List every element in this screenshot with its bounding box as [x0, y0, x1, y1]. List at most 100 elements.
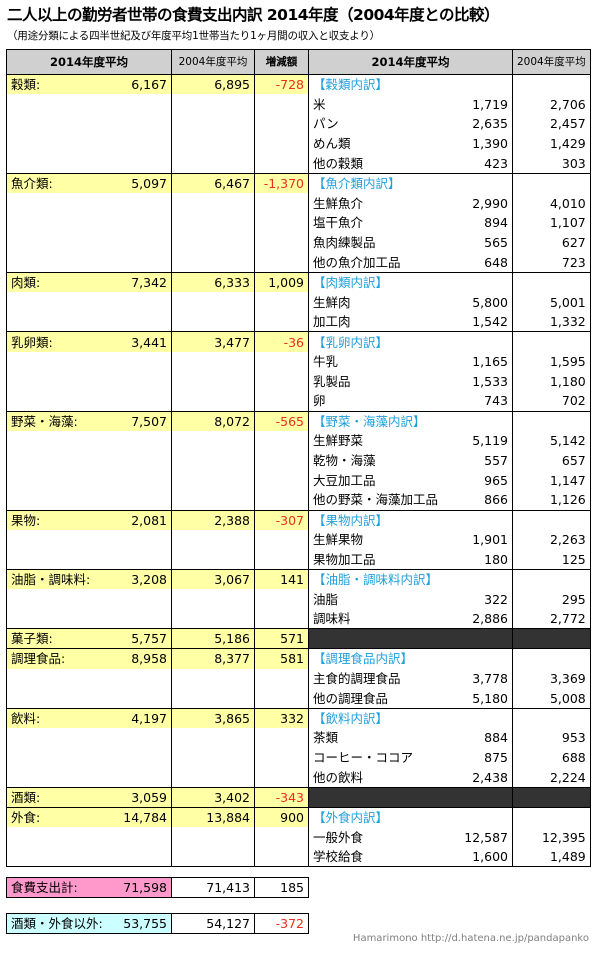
- empty-cell: [171, 351, 255, 372]
- empty-cell: [171, 470, 255, 491]
- table-row: 卵 743 702: [6, 391, 591, 412]
- excluding-table: 酒類・外食以外: 53,755 54,127 -372: [6, 913, 309, 934]
- empty-cell: [6, 252, 172, 273]
- table-row: 他の穀類 423 303: [6, 153, 591, 174]
- empty-cell: [6, 529, 172, 550]
- empty-cell: [512, 648, 591, 669]
- category-name: 油脂・調味料:: [11, 572, 91, 588]
- detail-item-cell: 大豆加工品 965: [308, 470, 513, 491]
- detail-item-2004: 303: [512, 153, 591, 174]
- detail-item-cell: 魚肉練製品 565: [308, 232, 513, 253]
- detail-item-name: 乾物・海藻: [313, 453, 376, 469]
- empty-cell: [6, 193, 172, 214]
- table-row: 乳製品 1,533 1,180: [6, 371, 591, 392]
- detail-item-2004: 5,008: [512, 688, 591, 709]
- category-cell: 果物: 2,081: [6, 509, 172, 530]
- table-row: 果物: 2,081 2,388 -307 【果物内訳】: [6, 509, 591, 530]
- empty-cell: [171, 391, 255, 412]
- detail-item-2014: 5,180: [472, 690, 508, 706]
- detail-item-cell: 他の飲料 2,438: [308, 767, 513, 788]
- detail-item-2014: 1,165: [472, 354, 508, 370]
- empty-cell: [6, 391, 172, 412]
- empty-cell: [6, 351, 172, 372]
- detail-item-cell: 牛乳 1,165: [308, 351, 513, 372]
- excluding-diff: -372: [254, 913, 309, 934]
- total-label: 食費支出計:: [11, 880, 78, 895]
- empty-cell: [6, 609, 172, 629]
- empty-cell: [254, 94, 309, 115]
- category-diff: -36: [254, 331, 309, 352]
- detail-item-2004: 5,142: [512, 430, 591, 451]
- detail-item-name: 他の飲料: [313, 769, 364, 785]
- empty-cell: [6, 312, 172, 332]
- table-row: 野菜・海藻: 7,507 8,072 -565 【野菜・海藻内訳】: [6, 410, 591, 431]
- empty-cell: [6, 133, 172, 154]
- table-row: 生鮮魚介 2,990 4,010: [6, 193, 591, 214]
- excluding-2004: 54,127: [171, 913, 255, 934]
- page-title: 二人以上の勤労者世帯の食費支出内訳 2014年度（2004年度との比較）: [7, 6, 500, 24]
- detail-item-2014: 1,719: [472, 96, 508, 112]
- detail-item-2004: 702: [512, 391, 591, 412]
- detail-item-cell: 米 1,719: [308, 94, 513, 115]
- empty-cell: [512, 509, 591, 530]
- empty-cell: [254, 114, 309, 134]
- detail-title: 【油脂・調味料内訳】: [308, 568, 513, 590]
- detail-item-name: 茶類: [313, 730, 339, 746]
- empty-cell: [254, 609, 309, 629]
- empty-cell: [254, 490, 309, 511]
- detail-item-name: 油脂: [313, 591, 339, 607]
- table-row: 油脂・調味料: 3,208 3,067 141 【油脂・調味料内訳】: [6, 568, 591, 590]
- detail-item-2004: 295: [512, 589, 591, 610]
- empty-cell: [6, 747, 172, 768]
- empty-cell: [254, 747, 309, 768]
- empty-cell: [6, 549, 172, 570]
- detail-item-2004: 1,489: [512, 846, 591, 868]
- category-cell: 油脂・調味料: 3,208: [6, 568, 172, 590]
- empty-cell: [6, 114, 172, 134]
- category-cell: 酒類: 3,059: [6, 786, 172, 808]
- detail-item-cell: 他の魚介加工品 648: [308, 252, 513, 273]
- detail-item-2014: 2,635: [472, 116, 508, 132]
- empty-cell: [254, 371, 309, 392]
- empty-cell: [6, 450, 172, 471]
- detail-item-2004: 1,180: [512, 371, 591, 392]
- detail-title: 【魚介類内訳】: [308, 172, 513, 194]
- detail-item-cell: 乳製品 1,533: [308, 371, 513, 392]
- detail-item-2014: 894: [484, 215, 508, 231]
- category-cell: 肉類: 7,342: [6, 271, 172, 293]
- category-2014: 7,342: [131, 275, 167, 291]
- detail-item-name: 生鮮魚介: [313, 195, 364, 211]
- category-name: 魚介類:: [11, 176, 53, 192]
- category-diff: 141: [254, 568, 309, 590]
- detail-item-2004: 953: [512, 728, 591, 748]
- detail-item-cell: 調味料 2,886: [308, 609, 513, 629]
- category-2004: 8,377: [171, 648, 255, 669]
- detail-item-name: 主食的調理食品: [313, 671, 401, 686]
- empty-cell: [171, 747, 255, 768]
- empty-cell: [254, 668, 309, 689]
- empty-cell: [254, 391, 309, 412]
- category-2014: 3,441: [131, 334, 167, 350]
- category-2004: 6,895: [171, 74, 255, 95]
- empty-cell: [171, 827, 255, 847]
- table-row: めん類 1,390 1,429: [6, 133, 591, 154]
- empty-cell: [254, 846, 309, 868]
- empty-cell: [254, 450, 309, 471]
- empty-cell: [512, 568, 591, 590]
- excluding-label: 酒類・外食以外:: [11, 916, 103, 931]
- category-2014: 3,208: [131, 572, 167, 588]
- detail-item-2004: 2,457: [512, 114, 591, 134]
- table-row: 飲料: 4,197 3,865 332 【飲料内訳】: [6, 707, 591, 728]
- category-2004: 2,388: [171, 509, 255, 530]
- detail-item-2014: 12,587: [464, 829, 508, 845]
- detail-item-name: 牛乳: [313, 354, 339, 370]
- detail-item-2014: 1,533: [472, 373, 508, 389]
- detail-item-2004: 5,001: [512, 292, 591, 313]
- detail-item-2004: 2,706: [512, 94, 591, 115]
- category-name: 果物:: [11, 512, 41, 528]
- detail-item-cell: 生鮮魚介 2,990: [308, 193, 513, 214]
- detail-item-cell: コーヒー・ココア 875: [308, 747, 513, 768]
- category-cell: 乳卵類: 3,441: [6, 331, 172, 352]
- category-2014: 5,757: [131, 631, 167, 647]
- detail-item-name: 生鮮果物: [313, 532, 364, 548]
